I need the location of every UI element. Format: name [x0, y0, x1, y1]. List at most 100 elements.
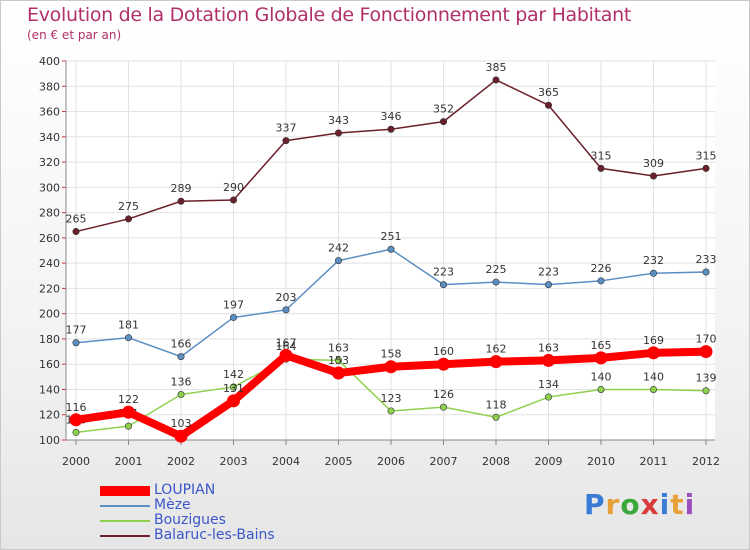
- data-point: [544, 101, 552, 109]
- data-label: 169: [643, 334, 664, 347]
- data-label: 153: [328, 354, 349, 367]
- data-label: 242: [328, 242, 349, 255]
- data-point: [69, 413, 83, 427]
- chart-subtitle: (en € et par an): [27, 28, 122, 42]
- y-tick-label: 360: [39, 106, 60, 119]
- data-point: [387, 245, 395, 253]
- y-tick-label: 160: [39, 358, 60, 371]
- data-point: [387, 125, 395, 133]
- data-label: 142: [223, 368, 244, 381]
- data-label: 309: [643, 157, 664, 170]
- data-point: [177, 197, 185, 205]
- x-tick-label: 2006: [377, 455, 405, 468]
- logo-letter: i: [684, 488, 696, 521]
- data-label: 251: [381, 230, 402, 243]
- data-point: [72, 428, 80, 436]
- data-label: 163: [538, 341, 559, 354]
- data-point: [544, 393, 552, 401]
- data-point: [437, 357, 450, 371]
- data-label: 232: [643, 254, 664, 267]
- y-tick-label: 140: [39, 383, 60, 396]
- data-label: 343: [328, 114, 349, 127]
- legend-label: Bouzigues: [154, 512, 226, 528]
- data-point: [649, 172, 657, 180]
- data-label: 181: [118, 319, 139, 332]
- data-label: 203: [276, 291, 297, 304]
- data-label: 134: [538, 378, 559, 391]
- x-tick-label: 2012: [692, 455, 720, 468]
- data-label: 265: [66, 213, 87, 226]
- data-label: 140: [643, 370, 664, 383]
- data-point: [387, 407, 395, 415]
- data-point: [122, 405, 135, 419]
- x-tick-label: 2009: [535, 455, 563, 468]
- data-point: [647, 346, 660, 360]
- data-point: [72, 339, 80, 347]
- proxiti-logo: Proxiti: [584, 488, 695, 521]
- x-tick-label: 2004: [272, 455, 300, 468]
- data-label: 223: [538, 266, 559, 279]
- data-point: [439, 403, 447, 411]
- data-point: [597, 385, 605, 393]
- data-point: [492, 278, 500, 286]
- data-label: 352: [433, 103, 454, 116]
- legend-swatch: [100, 505, 150, 507]
- logo-letter: x: [640, 488, 660, 521]
- data-label: 275: [118, 200, 139, 213]
- data-point: [279, 348, 293, 362]
- data-label: 123: [381, 392, 402, 405]
- data-point: [125, 334, 133, 342]
- x-tick-label: 2002: [167, 455, 195, 468]
- data-point: [177, 353, 185, 361]
- data-point: [332, 366, 345, 380]
- logo-letter: r: [605, 488, 621, 521]
- x-tick-label: 2008: [482, 455, 510, 468]
- data-point: [230, 383, 238, 391]
- legend-swatch: [100, 486, 150, 496]
- x-tick-label: 2003: [220, 455, 248, 468]
- data-label: 385: [486, 61, 507, 74]
- data-label: 103: [171, 417, 192, 430]
- data-point: [702, 268, 710, 276]
- logo-letter: o: [620, 488, 641, 521]
- x-tick-label: 2000: [62, 455, 90, 468]
- data-label: 337: [276, 122, 297, 135]
- legend-swatch: [100, 535, 150, 537]
- data-label: 315: [696, 149, 717, 162]
- data-point: [227, 394, 240, 408]
- data-label: 139: [696, 372, 717, 385]
- legend-swatch: [100, 520, 150, 522]
- data-label: 122: [118, 393, 139, 406]
- data-label: 223: [433, 266, 454, 279]
- data-point: [544, 281, 552, 289]
- y-tick-label: 220: [39, 282, 60, 295]
- logo-letter: i: [659, 488, 671, 521]
- data-point: [439, 118, 447, 126]
- data-label: 289: [171, 182, 192, 195]
- legend-label: Balaruc-les-Bains: [154, 527, 275, 543]
- y-tick-label: 340: [39, 131, 60, 144]
- data-point: [177, 391, 185, 399]
- data-label: 163: [328, 341, 349, 354]
- data-label: 162: [486, 343, 507, 356]
- data-label: 166: [171, 338, 192, 351]
- logo-letter: t: [670, 488, 685, 521]
- data-point: [542, 353, 555, 367]
- data-label: 233: [696, 253, 717, 266]
- data-point: [594, 351, 608, 365]
- data-label: 136: [171, 376, 192, 389]
- x-tick-label: 2001: [115, 455, 143, 468]
- data-label: 290: [223, 181, 244, 194]
- data-point: [649, 385, 657, 393]
- data-label: 346: [381, 110, 402, 123]
- data-label: 167: [276, 336, 297, 349]
- y-tick-label: 240: [39, 257, 60, 270]
- data-point: [597, 277, 605, 285]
- data-label: 118: [486, 398, 507, 411]
- data-point: [489, 355, 503, 369]
- data-point: [230, 196, 238, 204]
- x-tick-label: 2007: [430, 455, 458, 468]
- data-point: [334, 257, 342, 265]
- data-point: [230, 313, 238, 321]
